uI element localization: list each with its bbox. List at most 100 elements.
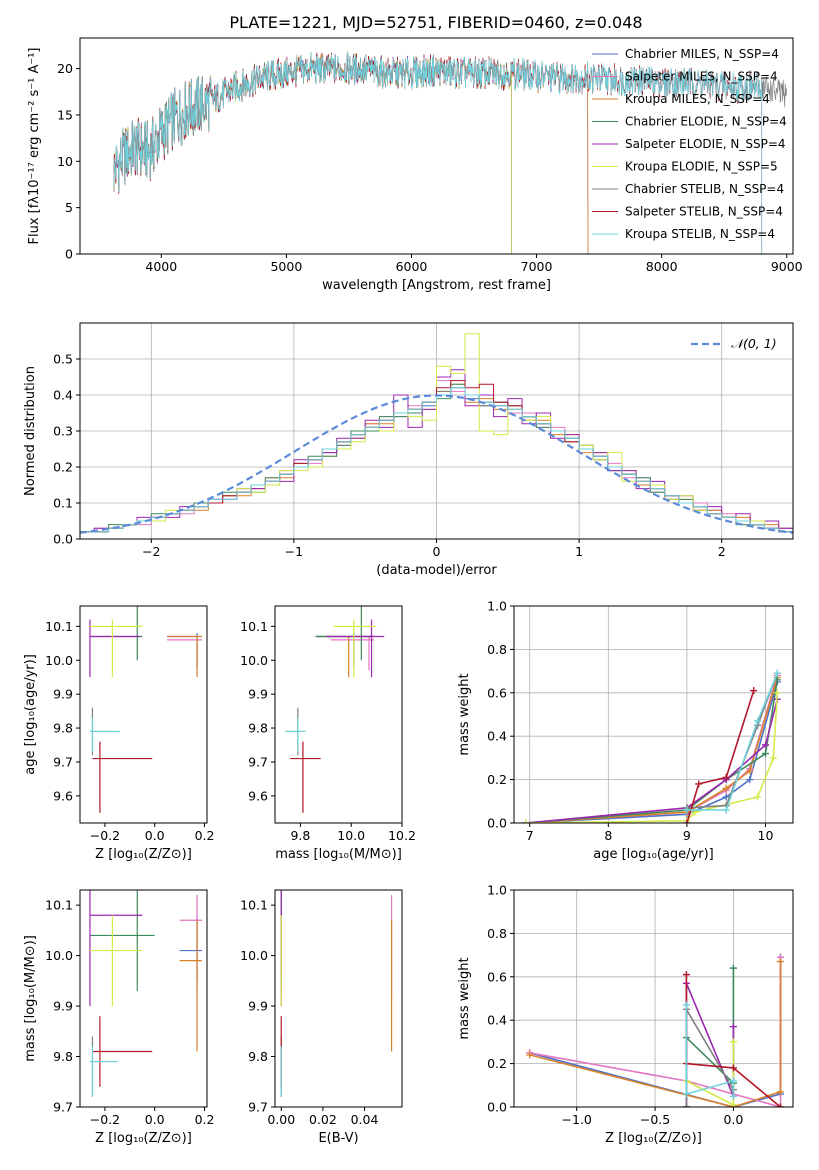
legend-entry: Kroupa ELODIE, N_SSP=5 bbox=[625, 160, 778, 174]
spectrum-series-line bbox=[113, 53, 589, 254]
weight-series-line bbox=[529, 961, 782, 1107]
y-tick-label: 10.0 bbox=[45, 653, 73, 668]
weight-series-line bbox=[686, 690, 755, 823]
figure-title: PLATE=1221, MJD=52751, FIBERID=0460, z=0… bbox=[229, 13, 642, 32]
weight-marker bbox=[754, 793, 762, 801]
y-tick-label: 15 bbox=[57, 107, 73, 122]
x-axis-label: E(B-V) bbox=[318, 1131, 358, 1146]
y-tick-label: 10.1 bbox=[240, 898, 268, 913]
y-tick-label: 0.0 bbox=[487, 1100, 507, 1115]
y-axis-label: mass [log₁₀(M/M⊙)] bbox=[23, 935, 38, 1062]
x-tick-label: −2 bbox=[142, 544, 160, 559]
y-axis-label: age [log₁₀(age/yr)] bbox=[23, 654, 38, 775]
y-tick-label: 9.7 bbox=[248, 754, 268, 769]
y-tick-label: 9.8 bbox=[248, 1049, 268, 1064]
weight-marker bbox=[776, 958, 784, 966]
y-tick-label: 9.9 bbox=[248, 687, 268, 702]
spectrum-marks bbox=[113, 51, 788, 254]
y-tick-label: 10.0 bbox=[240, 948, 268, 963]
weight-marker bbox=[776, 1088, 784, 1096]
y-tick-label: 0.8 bbox=[487, 926, 507, 941]
weight-marker bbox=[722, 806, 730, 814]
x-tick-label: −0.2 bbox=[90, 1112, 120, 1127]
x-tick-label: 2 bbox=[718, 544, 726, 559]
weight-marker bbox=[722, 784, 730, 792]
x-tick-label: 9.8 bbox=[290, 828, 310, 843]
y-tick-label: 20 bbox=[57, 61, 73, 76]
x-tick-label: 0.2 bbox=[195, 828, 215, 843]
weight-marker bbox=[683, 806, 691, 814]
residual-histogram bbox=[80, 387, 793, 533]
y-tick-label: 9.9 bbox=[53, 999, 73, 1014]
x-tick-label: −0.5 bbox=[640, 1112, 670, 1127]
y-tick-label: 0.6 bbox=[487, 685, 507, 700]
weight-marker bbox=[526, 1051, 534, 1059]
residuals-panel: −2 −1 0 1 2 0.0 0.1 0.2 0.3 0.4 0.5 (data-model)/er… bbox=[23, 322, 794, 578]
y-tick-label: 10.0 bbox=[240, 653, 268, 668]
weight-marker bbox=[682, 1001, 690, 1009]
spectrum-series-line bbox=[113, 51, 512, 254]
x-axis-label: Z [log₁₀(Z/Z⊙)] bbox=[95, 1131, 192, 1146]
y-tick-label: 10.1 bbox=[45, 898, 73, 913]
x-tick-label: −1 bbox=[285, 544, 303, 559]
legend-entry: 𝒩(0, 1) bbox=[731, 336, 777, 351]
legend-entry: Salpeter MILES, N_SSP=4 bbox=[625, 70, 778, 84]
panels-layer: 4000 5000 6000 7000 8000 900005101520waveleng… bbox=[23, 37, 803, 1146]
x-tick-label: 10.2 bbox=[388, 828, 416, 843]
spectrum-series-line bbox=[113, 51, 763, 254]
y-tick-label: 0 bbox=[65, 247, 73, 262]
y-tick-label: 0.8 bbox=[487, 642, 507, 657]
legend-entry: Kroupa MILES, N_SSP=4 bbox=[625, 92, 770, 106]
y-tick-label: 9.7 bbox=[248, 1100, 268, 1115]
weight-marker bbox=[754, 717, 762, 725]
y-tick-label: 0.0 bbox=[487, 816, 507, 831]
x-tick-label: 5000 bbox=[270, 259, 302, 274]
age_vs_mass-frame bbox=[274, 605, 403, 824]
x-tick-label: 7 bbox=[526, 828, 534, 843]
y-tick-label: 9.9 bbox=[53, 687, 73, 702]
y-axis-label: mass weight bbox=[457, 673, 472, 755]
spectrum-legend: Chabrier MILES, N_SSP=4 Salpeter MILES, N… bbox=[592, 47, 787, 241]
x-tick-label: 0.0 bbox=[723, 1112, 743, 1127]
weight-marker bbox=[761, 741, 769, 749]
x-tick-label: 9000 bbox=[771, 259, 803, 274]
y-tick-label: 9.6 bbox=[248, 788, 268, 803]
weight_vs_age-panel: 7 8 9 10 0.0 0.2 0.4 0.6 0.8 1.0 age [log₁₀(age/yr… bbox=[457, 599, 794, 862]
weight-series-line bbox=[685, 1005, 735, 1097]
weight-series-line bbox=[686, 672, 779, 811]
y-tick-label: 1.0 bbox=[487, 599, 507, 614]
x-axis-label: wavelength [Angstrom, rest frame] bbox=[322, 278, 551, 293]
age_vs_mass-panel: 9.8 10.0 10.2 9.6 9.7 9.8 9.9 10.0 10.1 mass [log… bbox=[240, 605, 416, 862]
x-tick-label: 0.02 bbox=[309, 1112, 337, 1127]
legend-entry: Chabrier STELIB, N_SSP=4 bbox=[625, 182, 784, 196]
weight-marker bbox=[682, 1090, 690, 1098]
weight-marker bbox=[722, 773, 730, 781]
weight_vs_Z-panel: −1.0 −0.5 0.0 0.0 0.2 0.4 0.6 0.8 1.0 Z [log₁₀(Z/… bbox=[457, 883, 794, 1146]
y-tick-label: 9.8 bbox=[53, 1049, 73, 1064]
y-axis-label: mass weight bbox=[457, 957, 472, 1039]
x-axis-label: age [log₁₀(age/yr)] bbox=[593, 847, 714, 862]
residuals-marks bbox=[80, 333, 793, 534]
spectrum-panel: 4000 5000 6000 7000 8000 9000 0 5 10 15 20 waveleng… bbox=[27, 37, 803, 293]
x-tick-label: 0.00 bbox=[267, 1112, 295, 1127]
x-tick-label: 0.04 bbox=[351, 1112, 379, 1127]
legend-entry: Chabrier MILES, N_SSP=4 bbox=[625, 47, 779, 61]
spectrum-series-line bbox=[113, 51, 512, 254]
weight-marker bbox=[682, 971, 690, 979]
weight-series-line bbox=[525, 692, 779, 823]
y-tick-label: 10.1 bbox=[45, 619, 73, 634]
y-tick-label: 10.1 bbox=[240, 619, 268, 634]
y-tick-label: 10 bbox=[57, 154, 73, 169]
y-tick-label: 0.4 bbox=[487, 729, 507, 744]
y-axis-label: Flux [fλ10⁻¹⁷ erg cm⁻² s⁻¹ A⁻¹] bbox=[27, 48, 42, 245]
weight-marker bbox=[773, 689, 781, 697]
y-axis-label: Normed distribution bbox=[23, 366, 38, 496]
residuals-frame bbox=[79, 322, 794, 540]
weight-marker bbox=[746, 776, 754, 784]
mass_vs_EBV-marks bbox=[280, 890, 393, 1097]
gaussian-curve bbox=[80, 394, 793, 534]
y-tick-label: 9.6 bbox=[53, 788, 73, 803]
y-tick-label: 9.8 bbox=[53, 721, 73, 736]
weight-marker bbox=[773, 669, 781, 677]
x-tick-label: −1.0 bbox=[562, 1112, 592, 1127]
